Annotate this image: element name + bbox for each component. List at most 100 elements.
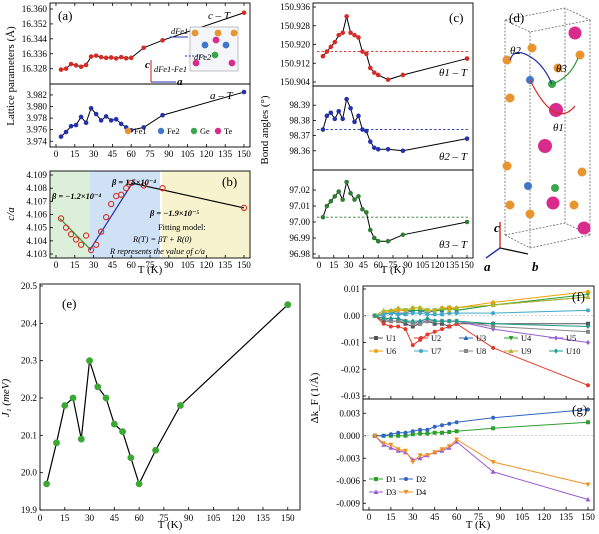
data-point [400, 148, 406, 154]
atom [551, 184, 559, 192]
data-point [586, 329, 590, 334]
legend-marker [463, 335, 469, 340]
data-point-j1 [152, 446, 160, 454]
data-point-a [103, 114, 109, 119]
data-point [454, 311, 459, 316]
y-tick-label: 3.980 [26, 102, 47, 112]
data-point [491, 324, 496, 329]
data-point [332, 194, 338, 199]
x-tick-label: 105 [181, 149, 195, 159]
x-tick-label: 135 [218, 260, 232, 270]
y-tick-label: 150.928 [280, 21, 310, 31]
x-tick-label: 30 [89, 149, 99, 159]
x-tick-label: 75 [474, 512, 484, 522]
data-point [418, 311, 423, 316]
data-point-c [141, 45, 147, 51]
data-point [454, 420, 459, 425]
legend-marker [508, 336, 514, 341]
data-point [372, 433, 378, 439]
data-point [375, 146, 381, 152]
axis-arrow-a [485, 247, 501, 259]
data-point [425, 431, 430, 436]
y-tick-label: 3.974 [26, 136, 47, 146]
label-theta1: θ1 [553, 122, 564, 134]
data-point [403, 318, 408, 324]
data-point [388, 324, 393, 329]
data-point-c [98, 54, 104, 60]
inset-axis-a: a [177, 76, 183, 88]
data-point [396, 433, 401, 438]
data-point [371, 70, 377, 75]
y-tick-label: 150.912 [280, 58, 310, 68]
data-point [440, 430, 444, 435]
data-point [418, 321, 423, 326]
legend-label: U6 [386, 347, 396, 356]
x-tick-label: 90 [184, 513, 194, 523]
y-tick-label: 0.003 [339, 408, 360, 418]
data-point [375, 72, 381, 78]
data-point-c [93, 53, 99, 58]
data-point-c [160, 38, 165, 43]
data-point [348, 190, 353, 196]
data-point [385, 77, 391, 82]
data-point [410, 429, 415, 434]
curve-label-a: a – T [210, 90, 234, 102]
data-point [332, 39, 338, 45]
data-point [118, 191, 125, 198]
data-point [447, 430, 452, 434]
data-point [440, 318, 444, 324]
data-point-j1 [77, 435, 85, 443]
data-point [332, 116, 338, 122]
y-tick-label: 4.105 [26, 223, 47, 233]
data-point [491, 300, 496, 305]
data-point [388, 315, 393, 322]
legend-label: Fe1 [134, 127, 147, 136]
unit-cell-outline [503, 7, 592, 249]
data-point-a [93, 111, 99, 117]
data-point [107, 200, 115, 208]
data-point [364, 210, 369, 215]
x-tick-label: 60 [127, 149, 137, 159]
data-point [586, 420, 590, 425]
data-point [432, 307, 438, 313]
panel-g-frame [362, 398, 595, 511]
data-point [432, 450, 438, 455]
fit-label-3: β = −1.9×10⁻⁵ [149, 209, 199, 218]
data-point [352, 32, 357, 38]
atom [577, 221, 591, 235]
data-point [432, 318, 437, 324]
data-point [368, 65, 373, 71]
label-theta2: θ2 [510, 45, 521, 57]
data-point [410, 460, 416, 465]
fit-label-1: β = −1.2×10⁻⁴ [51, 192, 101, 201]
x-tick-label: 0 [54, 260, 59, 270]
data-point [324, 113, 330, 119]
inset-atom [201, 41, 209, 49]
x-tick-label: 45 [108, 260, 118, 270]
data-point [385, 146, 391, 152]
data-point-j1 [43, 480, 51, 488]
atom [505, 200, 515, 210]
data-point [403, 448, 408, 454]
data-point-c [118, 54, 124, 60]
y-tick-label: 96.98 [289, 249, 310, 259]
data-point [425, 315, 430, 322]
legend-label: U7 [431, 347, 441, 356]
y-tick-label: 98.39 [289, 100, 310, 110]
data-point [410, 311, 415, 316]
curve-label: θ3 – T [439, 239, 468, 251]
x-tick-label: 150 [237, 260, 251, 270]
data-point-j1 [284, 301, 292, 309]
data-point [364, 51, 369, 57]
annotation-line: R(T) = βT + R(0) [132, 235, 192, 244]
data-point-a [88, 105, 94, 111]
data-point-a [68, 123, 74, 129]
data-point [240, 204, 248, 212]
y-tick-label: 20.5 [21, 281, 37, 291]
data-point-j1 [86, 357, 93, 365]
angle-arc-theta2 [509, 51, 553, 85]
data-point [381, 312, 386, 317]
data-point [490, 460, 496, 465]
inset-atom [212, 36, 220, 44]
series-line [374, 435, 589, 485]
